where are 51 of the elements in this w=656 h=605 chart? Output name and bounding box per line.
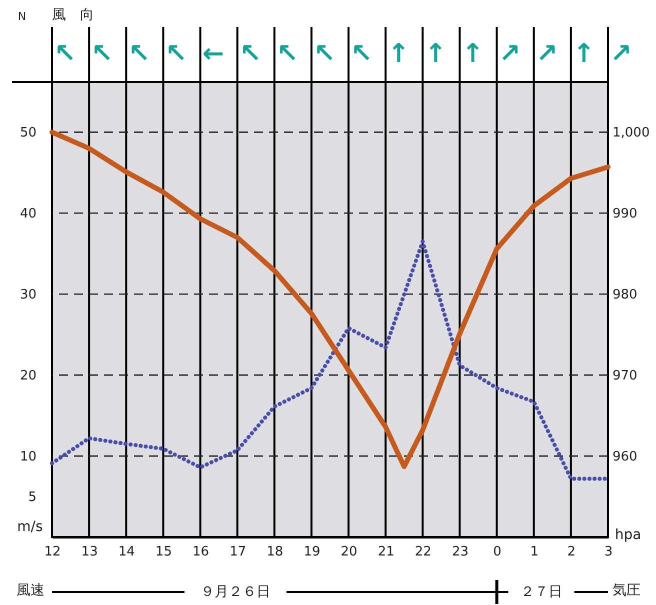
annotation: ↖ xyxy=(54,39,76,69)
annotation: ↖ xyxy=(314,39,336,69)
text: ２７日 xyxy=(520,584,562,600)
annotation: ↖ xyxy=(239,39,262,69)
text: m/s xyxy=(17,519,43,535)
text: ９月２６日 xyxy=(200,584,270,600)
x-tick-label: 17 xyxy=(230,544,246,560)
annotation: ↖ xyxy=(91,39,113,69)
x-tick-label: 2 xyxy=(567,544,576,560)
x-tick-label: 0 xyxy=(493,544,502,560)
annotation: ↖ xyxy=(276,39,298,69)
x-tick-label: 1 xyxy=(530,544,539,560)
y2-axis-title: 気圧 xyxy=(612,582,640,598)
y-tick-label: 30 xyxy=(20,288,36,303)
y2-tick-label: 970 xyxy=(612,368,638,384)
y2-tick-label: 1,000 xyxy=(612,126,650,141)
x-tick-label: 18 xyxy=(266,544,284,560)
annotation: ↖ xyxy=(128,39,150,69)
annotation: ↗ xyxy=(536,39,558,69)
y-tick-label: 5 xyxy=(28,490,36,506)
x-tick-label: 22 xyxy=(414,544,432,560)
y-tick-label: 50 xyxy=(20,126,36,141)
y2-tick-label: 960 xyxy=(612,450,638,465)
x-tick-label: 21 xyxy=(378,544,394,560)
y-axis-title: 風速 xyxy=(16,582,44,598)
annotation: ← xyxy=(202,39,224,69)
x-tick-label: 19 xyxy=(304,544,320,560)
annotation: ↖ xyxy=(165,39,188,69)
annotation: ↗ xyxy=(610,39,632,69)
x-tick-label: 16 xyxy=(192,544,210,560)
x-tick-label: 14 xyxy=(118,544,135,560)
annotation: ↑ xyxy=(388,39,410,69)
y-tick-label: 20 xyxy=(20,368,36,384)
text: hpa xyxy=(614,527,642,543)
x-tick-label: 3 xyxy=(604,544,613,560)
y2-tick-label: 980 xyxy=(612,288,638,303)
text: 風 向 xyxy=(52,7,94,23)
text: N xyxy=(18,10,26,23)
y-tick-label: 40 xyxy=(20,206,36,222)
x-tick-label: 23 xyxy=(452,544,469,560)
annotation: ↑ xyxy=(573,39,595,69)
y2-tick-label: 990 xyxy=(612,206,638,222)
y-tick-label: 10 xyxy=(20,450,36,465)
annotation: ↑ xyxy=(424,39,447,69)
x-tick-label: 15 xyxy=(155,544,172,560)
annotation: ↗ xyxy=(498,39,521,69)
x-tick-label: 13 xyxy=(81,544,98,560)
x-tick-label: 12 xyxy=(44,544,61,560)
x-tick-label: 20 xyxy=(340,544,358,560)
annotation: ↑ xyxy=(462,39,484,69)
annotation: ↖ xyxy=(350,39,372,69)
